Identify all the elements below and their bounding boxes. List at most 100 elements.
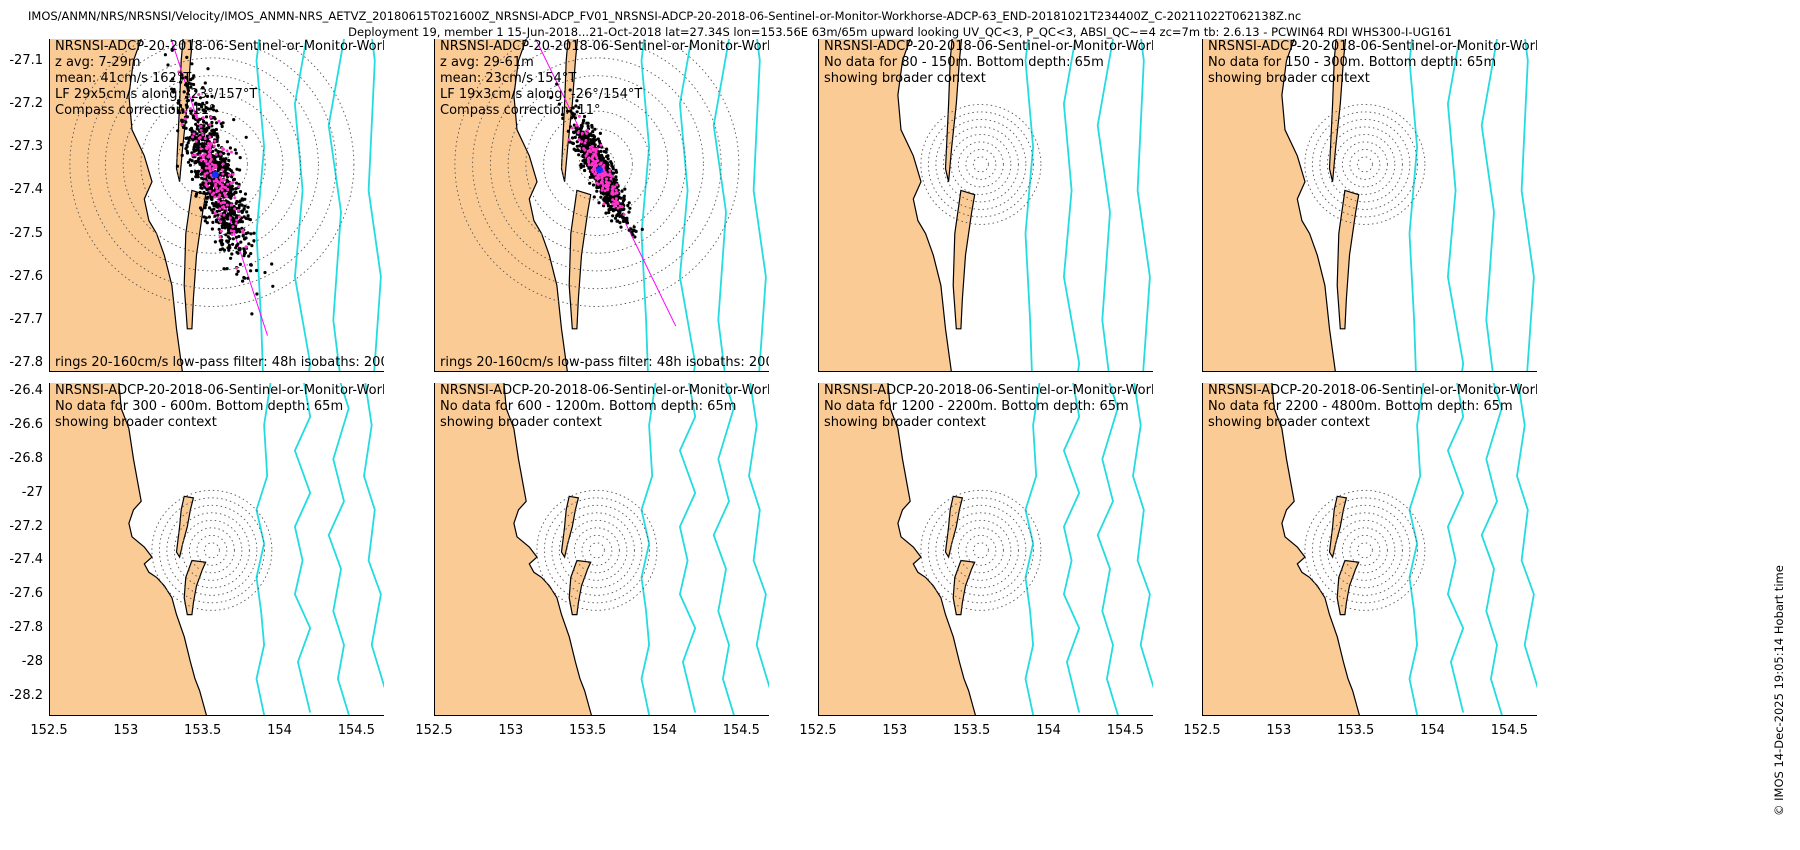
lowpass-point [209,115,213,119]
scatter-point [210,94,214,98]
mainland-coast [1202,383,1361,716]
scatter-point [254,268,259,273]
scatter-point [185,149,189,153]
lowpass-point [616,206,620,210]
lowpass-point [203,172,207,176]
x-tick-label: 152.5 [415,723,453,738]
ring-140cms [543,497,650,604]
scatter-point [227,158,231,163]
scatter-point [245,210,249,214]
scatter-point [608,196,612,200]
scatter-point [194,89,198,93]
ring-60cms [957,527,1004,574]
scatter-point [576,148,580,153]
lowpass-point [209,148,212,152]
map-svg [434,39,767,372]
scatter-point [231,237,235,241]
scatter-point [586,124,590,128]
scatter-point [627,228,631,232]
ring-20cms [203,542,220,559]
scatter-point [193,169,197,174]
lowpass-point [229,229,233,233]
scatter-point [590,125,594,129]
scatter-point [234,235,239,239]
lowpass-point [577,114,581,118]
scatter-point [621,199,625,203]
scatter-point [234,151,238,155]
scatter-point [238,190,243,194]
scatter-point [575,99,579,103]
lowpass-point [599,162,603,166]
y-tick-label: -26.6 [9,417,43,433]
scatter-point [633,235,637,239]
ring-100cms [558,512,635,589]
scatter-point [244,232,248,236]
scatter-point [597,139,601,143]
scatter-point [225,216,230,220]
scatter-point [205,126,209,130]
scatter-point [226,152,231,156]
scatter-point [607,208,611,212]
scatter-point [599,195,603,199]
scatter-point [223,216,227,220]
ring-80cms [1334,133,1396,195]
lowpass-point [231,173,235,176]
lowpass-point [199,147,203,151]
scatter-point [190,151,194,155]
lowpass-point [220,168,224,172]
scatter-point [223,162,228,166]
scatter-point [203,109,208,113]
scatter-point [171,90,176,94]
mainland-coast [434,39,569,372]
scatter-point [243,251,247,255]
scatter-point [193,102,197,106]
scatter-point [207,215,211,219]
x-tick-label: 154 [652,723,677,738]
ring-20cms [972,542,989,559]
lowpass-point [194,113,198,117]
lowpass-point [219,152,223,156]
y-tick-label: -27.3 [9,139,43,155]
ring-120cms [1319,504,1411,596]
scatter-point [582,155,586,159]
x-tick-label: 152.5 [799,723,837,738]
scatter-point [591,183,596,187]
lowpass-point [234,221,238,225]
moreton-island [944,39,963,182]
lowpass-point [201,133,205,137]
scatter-point [186,92,190,96]
scatter-point [189,111,193,115]
lowpass-point [593,153,597,157]
scatter-point [613,216,618,220]
scatter-point [614,168,618,172]
map-panel-3: NRSNSI-ADCP-20-2018-06-Sentinel-or-Monit… [818,39,1153,372]
scatter-point [602,197,606,201]
lowpass-point [585,132,589,135]
x-tick-label: 153.5 [953,723,991,738]
lowpass-point [603,189,607,193]
isobath-200 [1408,383,1425,716]
scatter-point [209,107,213,111]
lowpass-point [209,142,213,145]
scatter-point [197,169,201,173]
scatter-point [210,227,214,231]
lowpass-point [570,126,574,130]
scatter-point [186,141,190,145]
scatter-point [208,132,212,136]
scatter-point [236,251,240,255]
map-svg [49,383,384,716]
lowpass-point [609,177,613,181]
scatter-point [237,200,242,204]
lowpass-point [213,184,217,188]
scatter-point [611,165,615,169]
map-panel-1: NRSNSI-ADCP-20-2018-06-Sentinel-or-Monit… [49,39,384,372]
scatter-point [240,203,244,207]
scatter-point [610,219,614,223]
scatter-point [200,138,204,142]
ring-20cms [1356,542,1373,559]
scatter-point [204,200,208,204]
scatter-point [595,189,599,193]
scatter-point [213,158,217,162]
scatter-point [184,136,188,140]
scatter-point [226,163,230,167]
